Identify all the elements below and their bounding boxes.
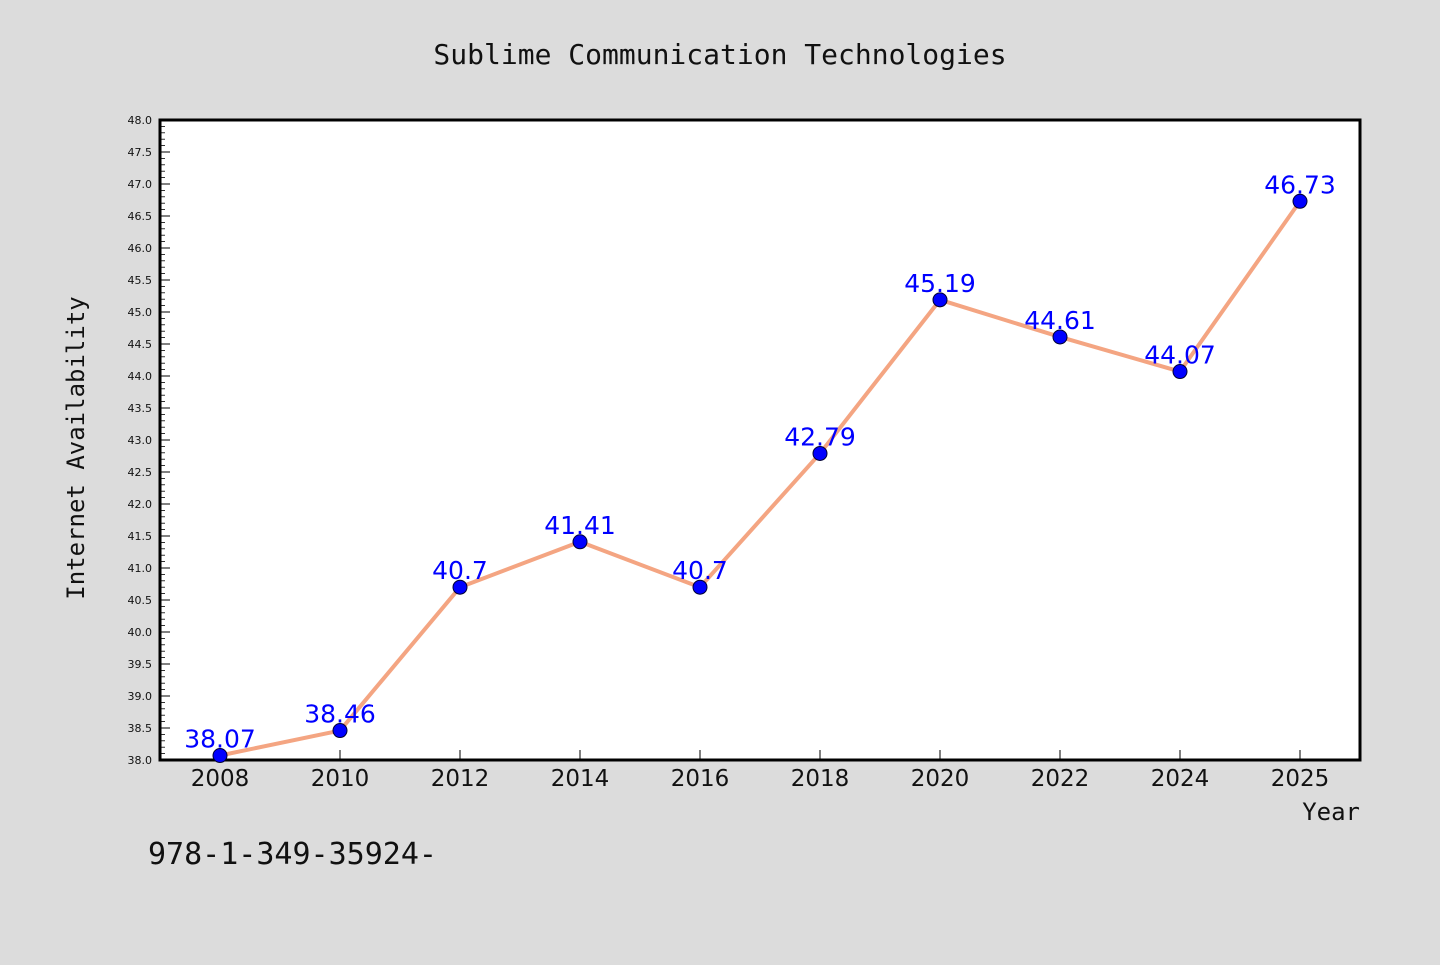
- data-point: [1052, 329, 1068, 345]
- data-point: [452, 579, 468, 595]
- data-point: [1172, 364, 1188, 380]
- x-tick-label: 2024: [1151, 766, 1210, 792]
- y-tick-label: 47.5: [128, 146, 153, 159]
- plot-area: [158, 118, 1362, 762]
- y-tick-label: 43.0: [128, 434, 153, 447]
- y-tick-label: 44.0: [128, 370, 153, 383]
- y-tick-label: 40.0: [128, 626, 153, 639]
- x-tick-label: 2012: [431, 766, 490, 792]
- data-point: [332, 723, 348, 739]
- data-point: [212, 748, 228, 764]
- x-tick-label: 2022: [1031, 766, 1090, 792]
- data-label: 38.46: [304, 700, 376, 729]
- data-label: 41.41: [544, 511, 616, 540]
- data-label: 40.7: [432, 556, 488, 585]
- y-tick-label: 45.0: [128, 306, 153, 319]
- x-axis: 2008 2010 2012 2014 2016 2018 2020 2022 2024 2025: [191, 750, 1330, 792]
- y-tick-label: 46.5: [128, 210, 153, 223]
- footer-code: 978-1-349-35924-: [148, 837, 437, 872]
- y-tick-label: 45.5: [128, 274, 153, 287]
- x-tick-label: 2016: [671, 766, 730, 792]
- y-axis-title: Internet Availability: [62, 296, 90, 599]
- x-tick-label: 2014: [551, 766, 610, 792]
- y-tick-label: 42.5: [128, 466, 153, 479]
- x-tick-label: 2018: [791, 766, 850, 792]
- data-label: 44.61: [1024, 306, 1096, 335]
- data-point: [812, 445, 828, 461]
- y-tick-label: 46.0: [128, 242, 153, 255]
- y-tick-label: 39.0: [128, 690, 153, 703]
- data-label: 44.07: [1144, 341, 1216, 370]
- data-point: [572, 534, 588, 550]
- chart-title: Sublime Communication Technologies: [433, 38, 1006, 71]
- x-tick-label: 2020: [911, 766, 970, 792]
- data-label: 42.79: [784, 422, 856, 451]
- x-tick-label: 2010: [311, 766, 370, 792]
- data-label: 40.7: [672, 556, 728, 585]
- series-group: 38.07 38.46 40.7 41.41 40.7 42.79 45.19 44.61 44…: [184, 170, 1336, 764]
- y-tick-label: 48.0: [128, 114, 153, 127]
- x-tick-label: 2025: [1271, 766, 1330, 792]
- y-tick-label: 38.5: [128, 722, 153, 735]
- y-tick-label: 42.0: [128, 498, 153, 511]
- x-tick-label: 2008: [191, 766, 250, 792]
- y-tick-label: 41.0: [128, 562, 153, 575]
- data-label: 46.73: [1264, 170, 1336, 199]
- series-line: [219, 200, 1302, 758]
- data-point: [1292, 193, 1308, 209]
- y-tick-label: 41.5: [128, 530, 153, 543]
- y-tick-label: 43.5: [128, 402, 153, 415]
- y-tick-label: 47.0: [128, 178, 153, 191]
- y-tick-label: 38.0: [128, 754, 153, 767]
- data-point: [692, 579, 708, 595]
- y-tick-label: 39.5: [128, 658, 153, 671]
- data-label: 45.19: [904, 269, 976, 298]
- y-axis: 38.0 38.5 39.0 39.5 40.0 40.5 41.0 41.5 42.0 42.5…: [128, 114, 170, 767]
- y-tick-label: 44.5: [128, 338, 153, 351]
- x-axis-title: Year: [1302, 798, 1360, 826]
- data-point: [932, 292, 948, 308]
- y-tick-label: 40.5: [128, 594, 153, 607]
- data-label: 38.07: [184, 725, 256, 754]
